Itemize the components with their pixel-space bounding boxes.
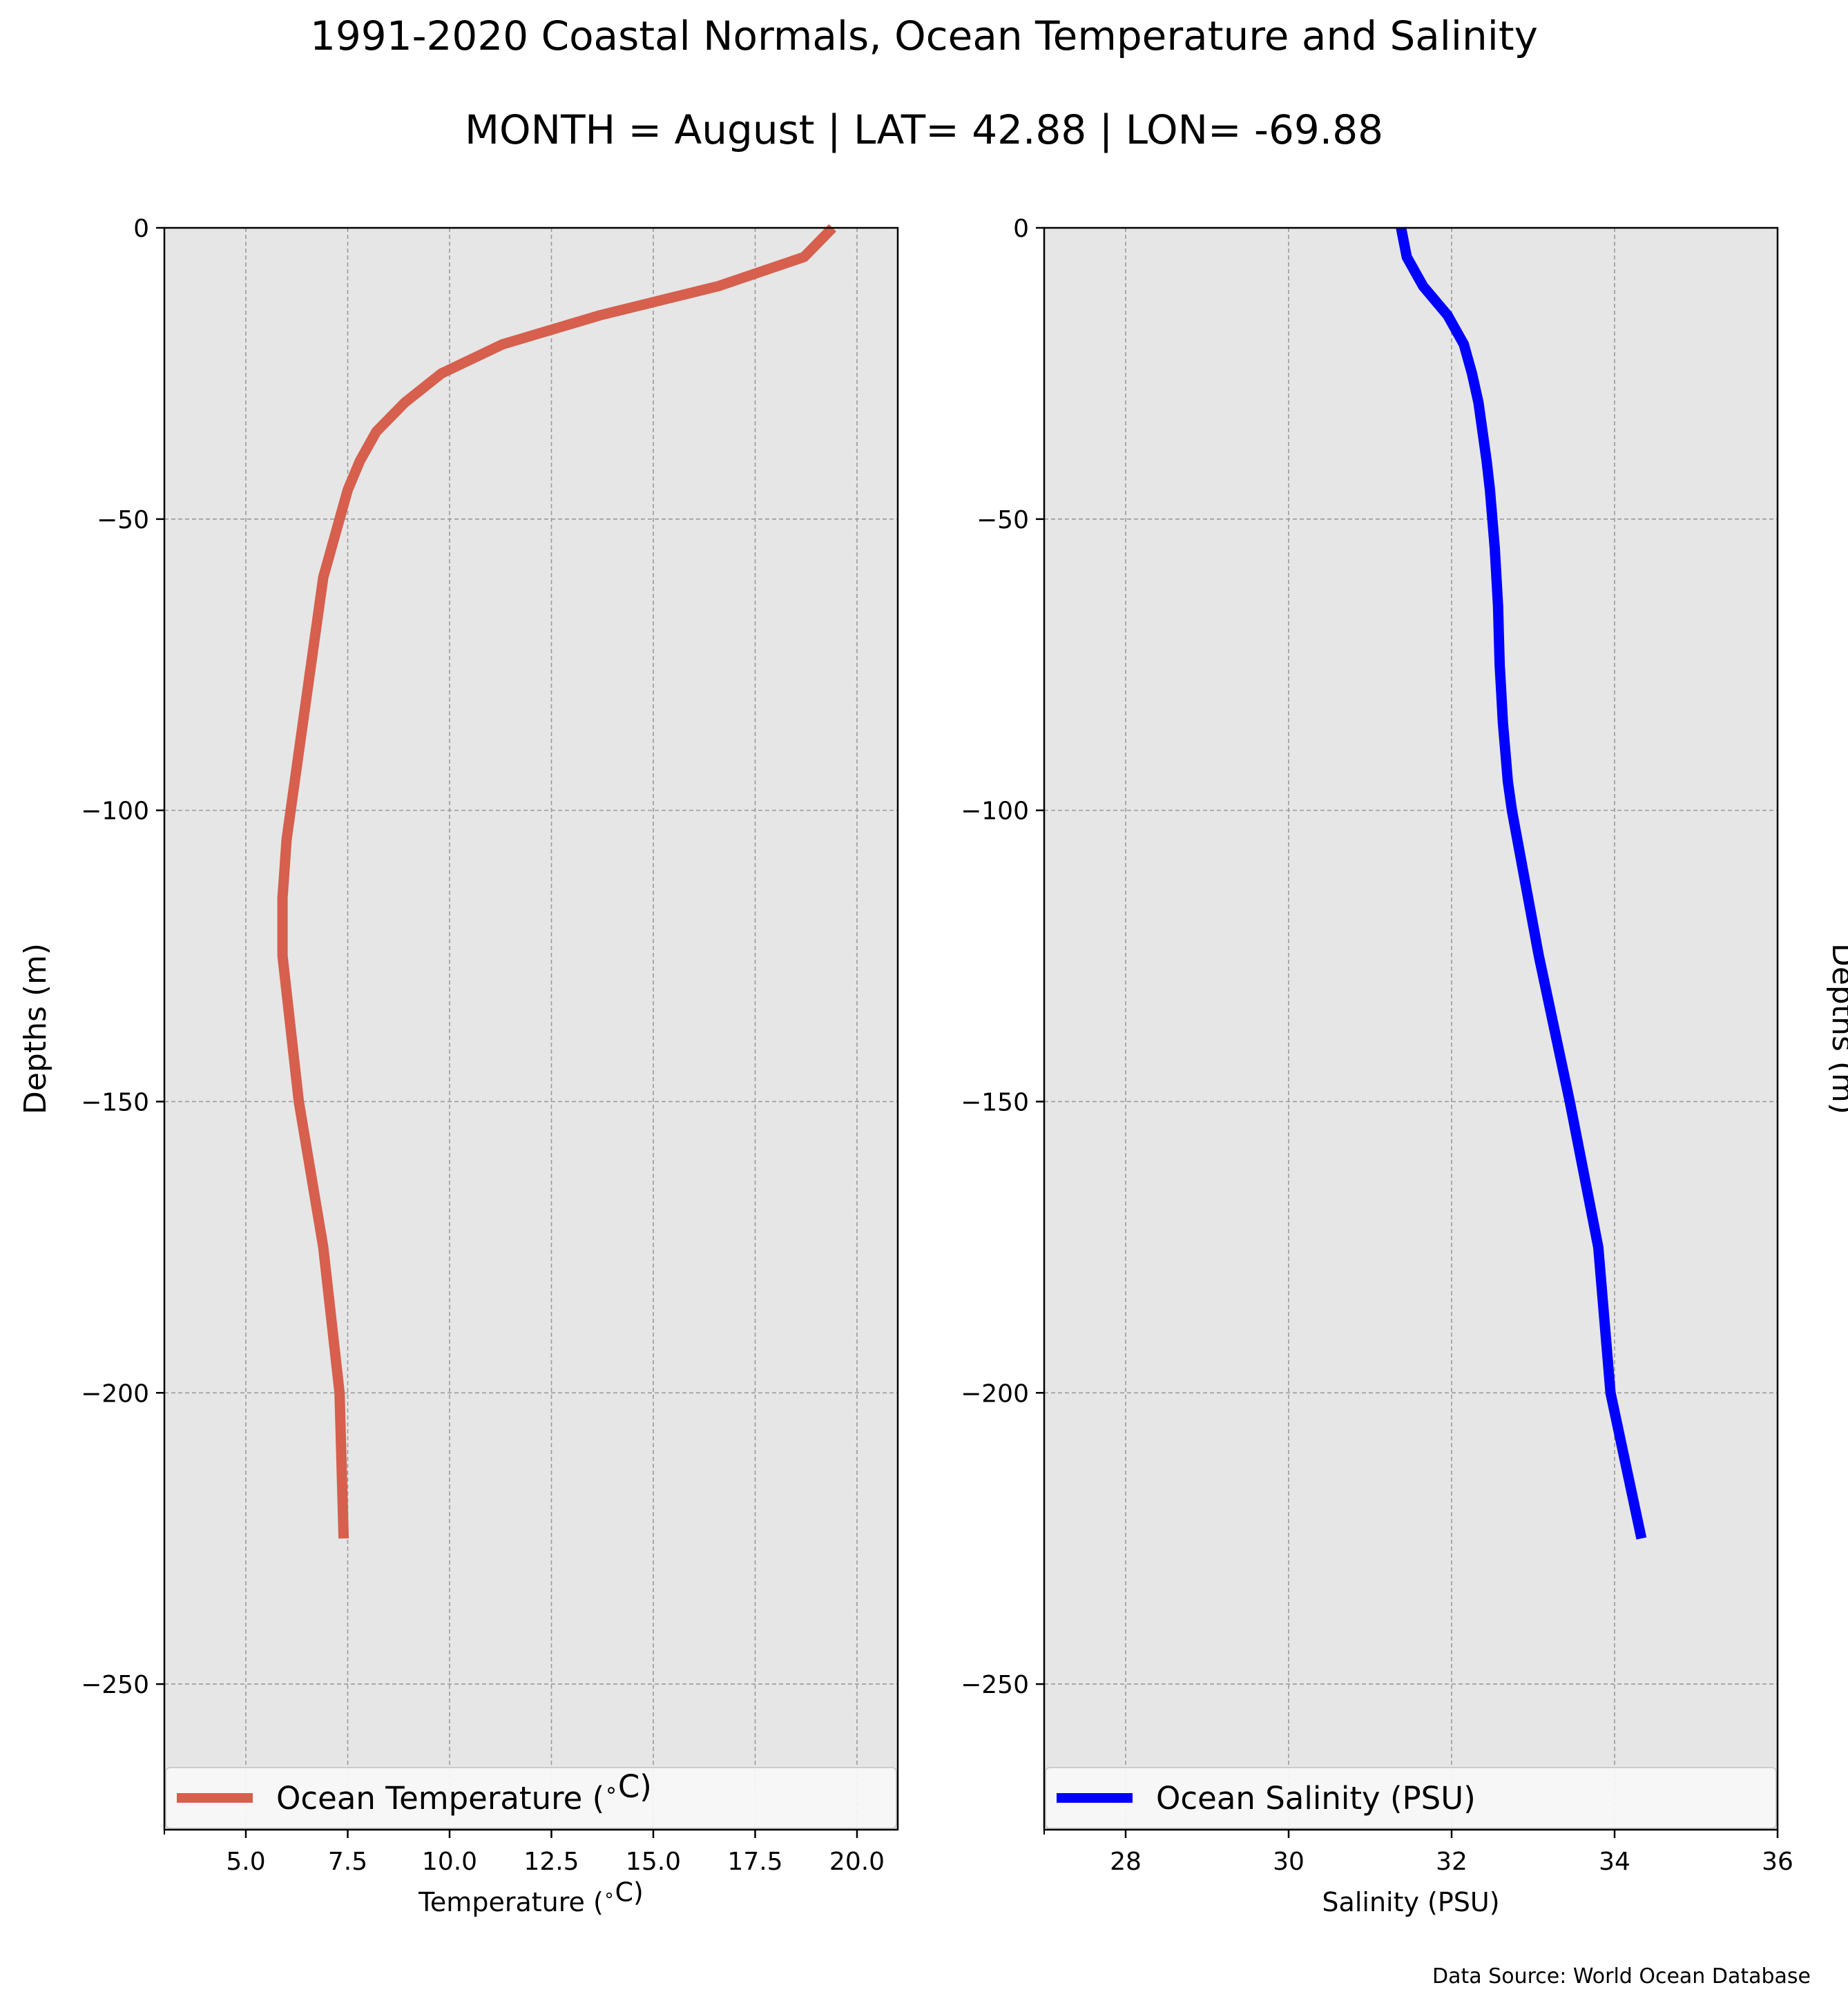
salinity-x-ticks: 28 30 32 34 36 [1043,1830,1793,1876]
temperature-x-axis-label: Temperature (∘C) [418,1877,644,1917]
y-tick-label: −50 [97,506,149,534]
temperature-panel: Ocean Temperature (∘C) 5.0 7.5 10.0 12.5 15.… [18,215,899,1917]
y-tick-label: −150 [81,1088,149,1116]
salinity-legend [1045,1767,1777,1829]
x-tick-label: 30 [1273,1848,1305,1876]
salinity-panel: Ocean Salinity (PSU) 28 30 32 34 36 0 −50 −100… [961,215,1848,1917]
x-tick-label: 32 [1436,1848,1467,1876]
series-line-0 [1396,226,1647,1540]
temperature-y-ticks: 0 −50 −100 −150 −200 −250 [81,215,164,1699]
salinity-legend-label: Ocean Salinity (PSU) [1156,1780,1476,1817]
x-tick-label: 36 [1762,1848,1793,1876]
x-tick-label: 28 [1110,1848,1142,1876]
x-tick-label: 15.0 [626,1848,681,1876]
figure-title: 1991-2020 Coastal Normals, Ocean Tempera… [310,12,1538,59]
y-tick-label: −100 [961,797,1029,826]
temperature-series [277,224,836,1539]
x-tick-label: 12.5 [523,1848,579,1876]
salinity-series [1396,226,1647,1540]
y-tick-label: −100 [81,797,149,826]
temperature-axes-frame [163,226,899,1831]
data-source-note: Data Source: World Ocean Database [1432,1964,1811,1989]
x-tick-label: 10.0 [422,1848,477,1876]
y-tick-label: −50 [976,506,1029,534]
series-line-0 [277,224,836,1539]
temperature-plot-area [164,228,898,1830]
salinity-x-axis-label: Salinity (PSU) [1322,1887,1499,1917]
temperature-y-axis-label: Depths (m) [18,943,53,1114]
y-tick-label: −200 [81,1380,149,1408]
x-tick-label: 20.0 [829,1848,885,1876]
y-tick-label: −150 [961,1088,1029,1116]
salinity-y-axis-label: Depths (m) [1825,943,1848,1114]
salinity-y-ticks: 0 −50 −100 −150 −200 −250 [961,215,1044,1699]
salinity-axes-frame [1043,226,1779,1831]
y-tick-label: −250 [81,1671,149,1699]
y-tick-label: −200 [961,1380,1029,1408]
x-tick-label: 5.0 [226,1848,265,1876]
salinity-plot-area [1044,228,1778,1830]
temperature-legend-label: Ocean Temperature (∘C) [276,1768,652,1817]
x-tick-label: 17.5 [727,1848,782,1876]
y-tick-label: −250 [961,1671,1029,1699]
temperature-legend [165,1767,897,1829]
temperature-x-ticks: 5.0 7.5 10.0 12.5 15.0 17.5 20.0 [164,1830,885,1876]
x-tick-label: 34 [1599,1848,1630,1876]
y-tick-label: 0 [1013,215,1029,243]
y-tick-label: 0 [133,215,149,243]
figure-subtitle: MONTH = August | LAT= 42.88 | LON= -69.8… [465,106,1383,153]
x-tick-label: 7.5 [328,1848,367,1876]
